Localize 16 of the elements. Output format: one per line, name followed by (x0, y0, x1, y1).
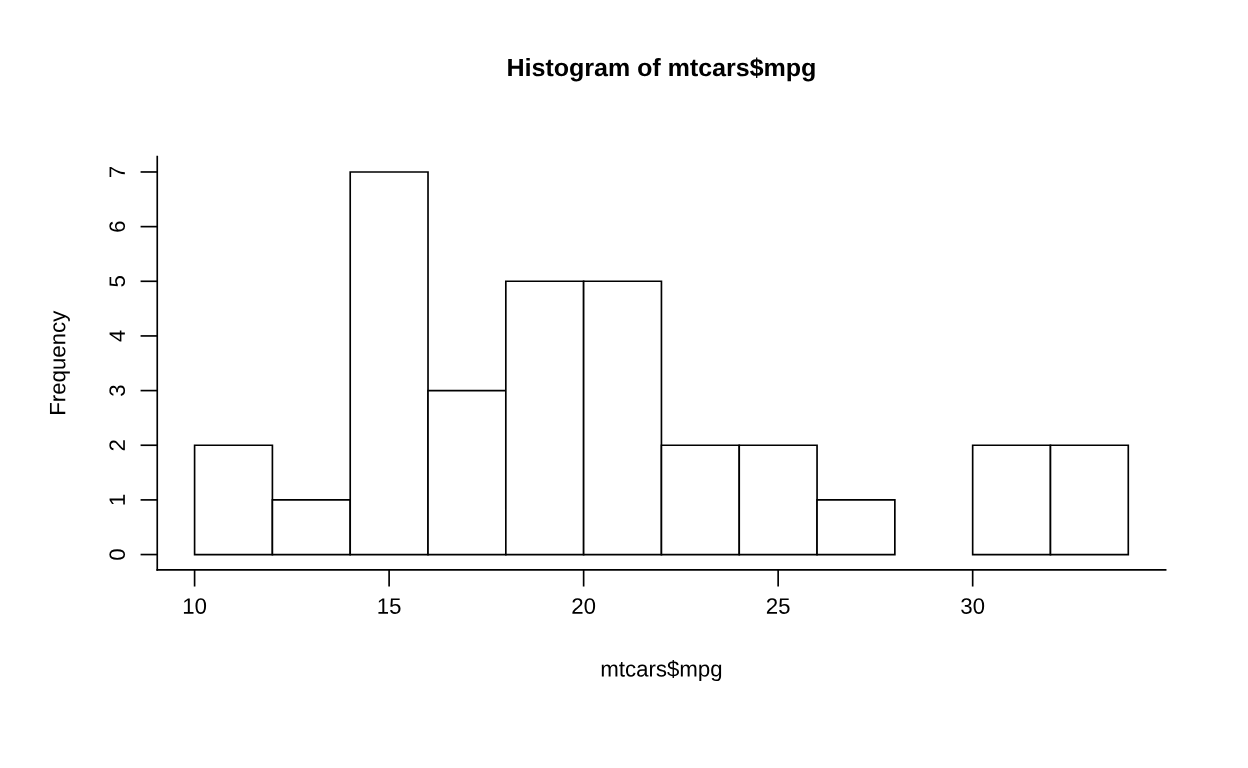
x-tick-label: 25 (766, 598, 790, 614)
y-tick-label: 2 (109, 440, 125, 451)
x-axis-title: mtcars$mpg (601, 660, 722, 682)
y-axis-title: Frequency (49, 310, 70, 414)
y-tick-label: 1 (109, 494, 125, 505)
chart-title: Histogram of mtcars$mpg (508, 57, 815, 82)
y-tick-label: 6 (109, 221, 126, 232)
x-tick-label: 20 (572, 598, 596, 614)
y-tick-label: 4 (109, 330, 125, 342)
x-tick-label: 30 (961, 598, 985, 614)
x-tick-label: 10 (183, 598, 207, 614)
y-tick-label: 0 (109, 549, 126, 560)
x-tick-label: 15 (378, 598, 401, 614)
y-tick-label: 3 (109, 385, 126, 396)
y-tick-label: 5 (109, 276, 126, 287)
y-tick-label: 7 (109, 166, 125, 178)
